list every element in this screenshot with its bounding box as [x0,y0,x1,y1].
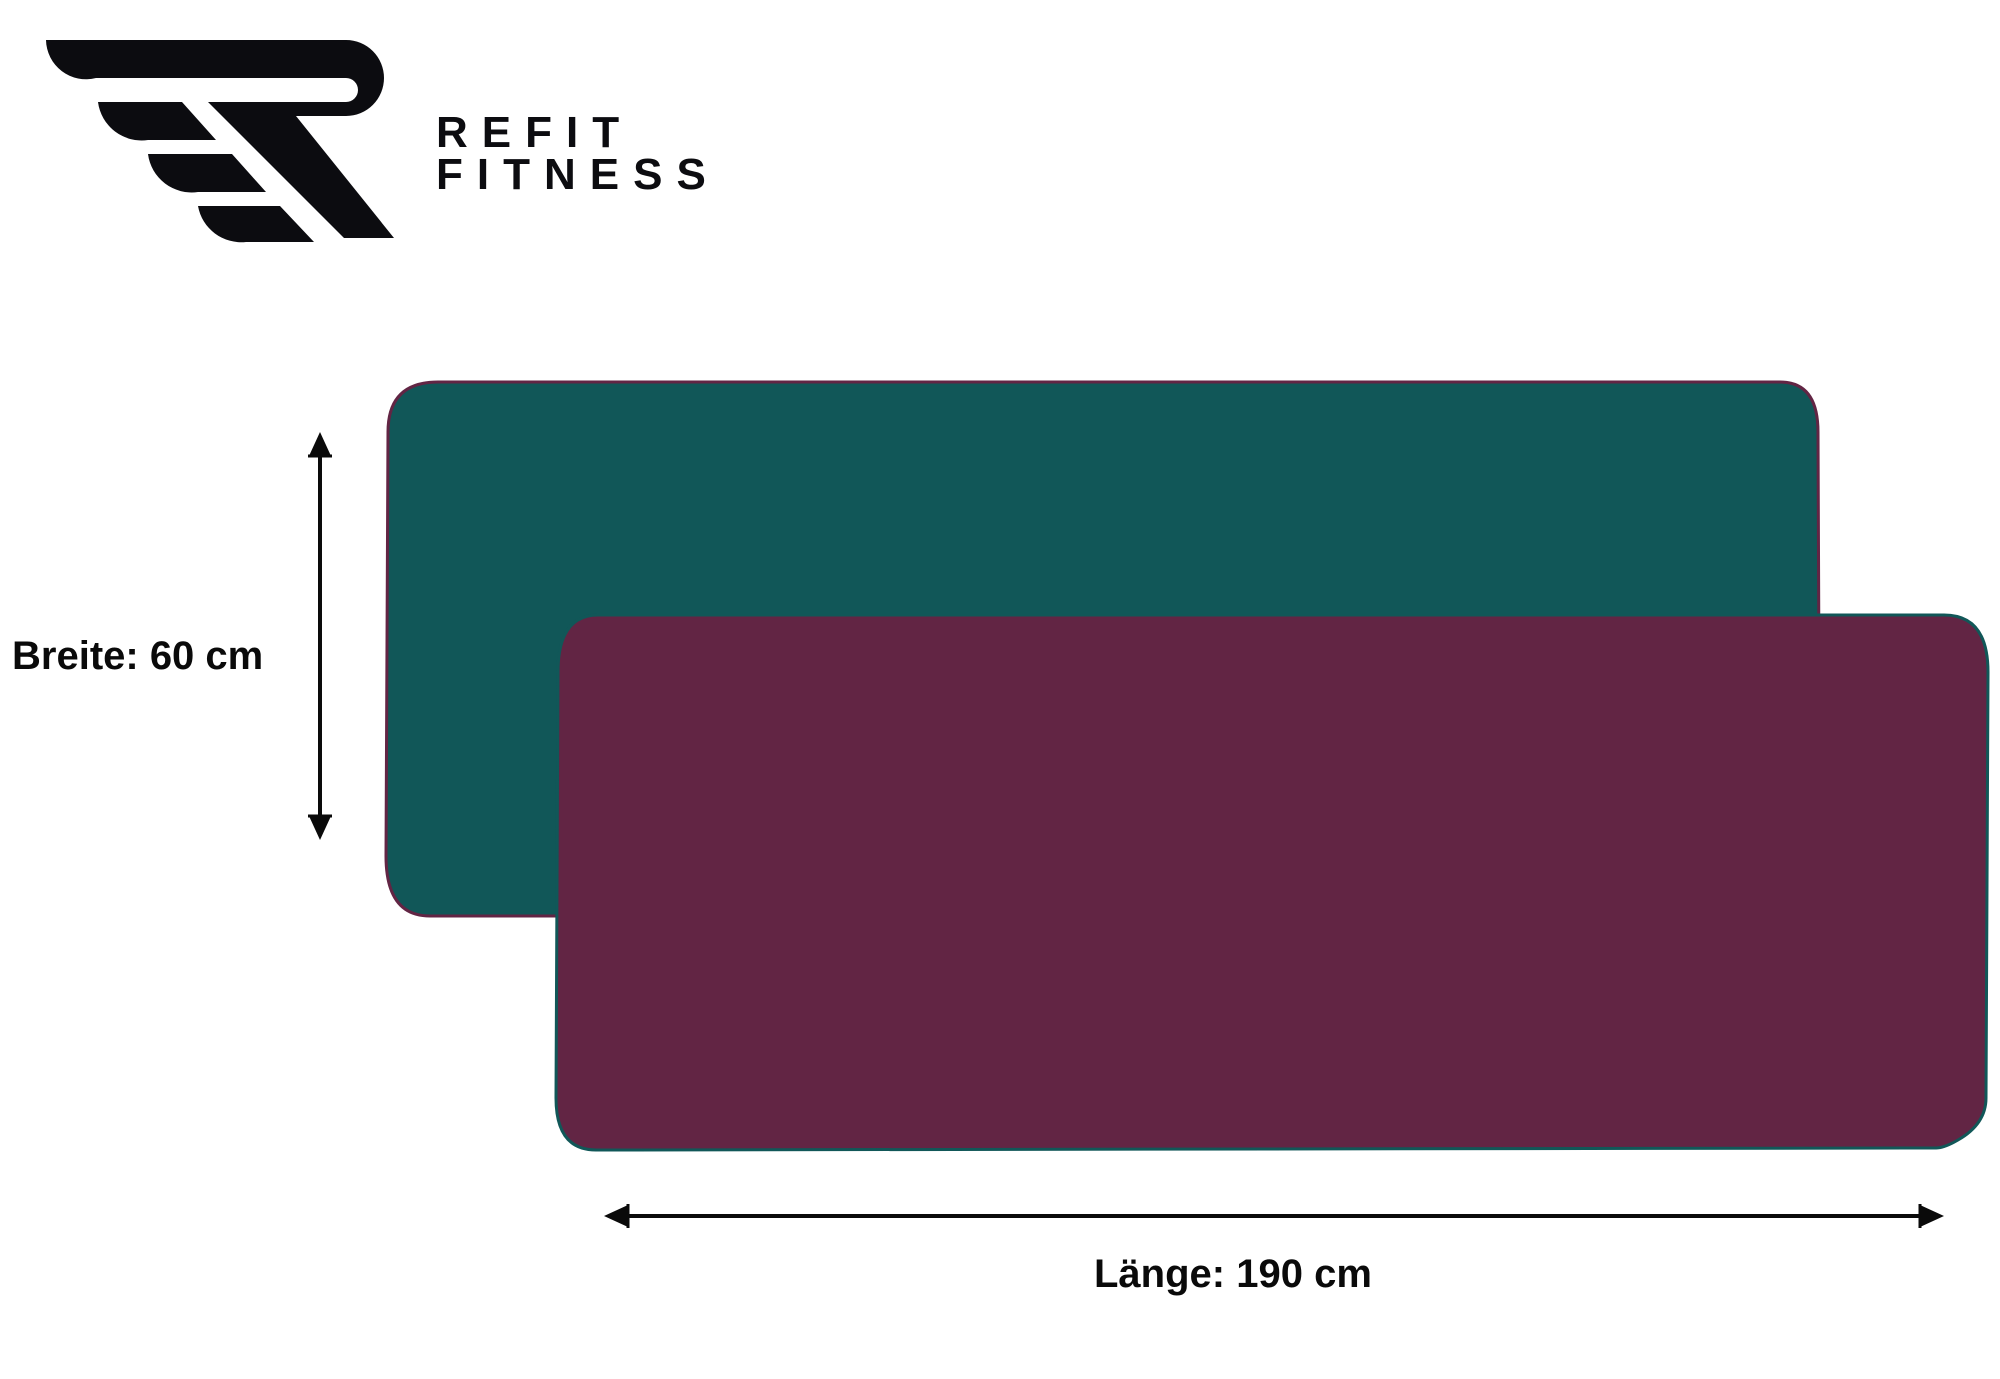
length-label: Länge: 190 cm [1094,1252,1372,1297]
width-label: Breite: 60 cm [12,634,263,679]
width-arrow [308,432,332,840]
burgundy-mat [556,615,1988,1150]
length-arrow [604,1204,1944,1228]
